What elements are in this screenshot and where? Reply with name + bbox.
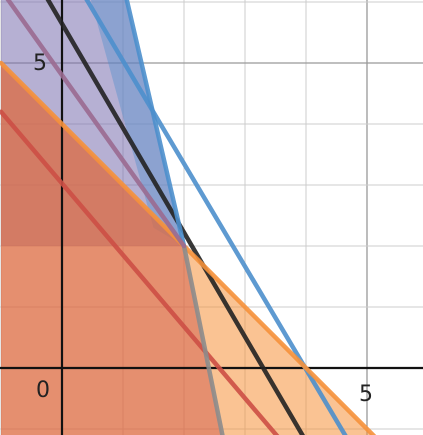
origin-label: 0 <box>36 378 50 403</box>
gray-line <box>181 243 225 435</box>
red-region <box>1 63 223 435</box>
x-tick-label-5: 5 <box>359 382 373 407</box>
y-tick-label-5: 5 <box>33 51 47 76</box>
orange-line <box>0 60 377 435</box>
red-line <box>0 109 280 435</box>
shaded-regions <box>1 0 373 435</box>
blue-region <box>90 0 184 246</box>
purple-line <box>5 0 187 249</box>
black-line <box>45 0 305 435</box>
tick-labels: 5 0 5 <box>33 51 373 407</box>
boundary-lines <box>0 0 377 435</box>
